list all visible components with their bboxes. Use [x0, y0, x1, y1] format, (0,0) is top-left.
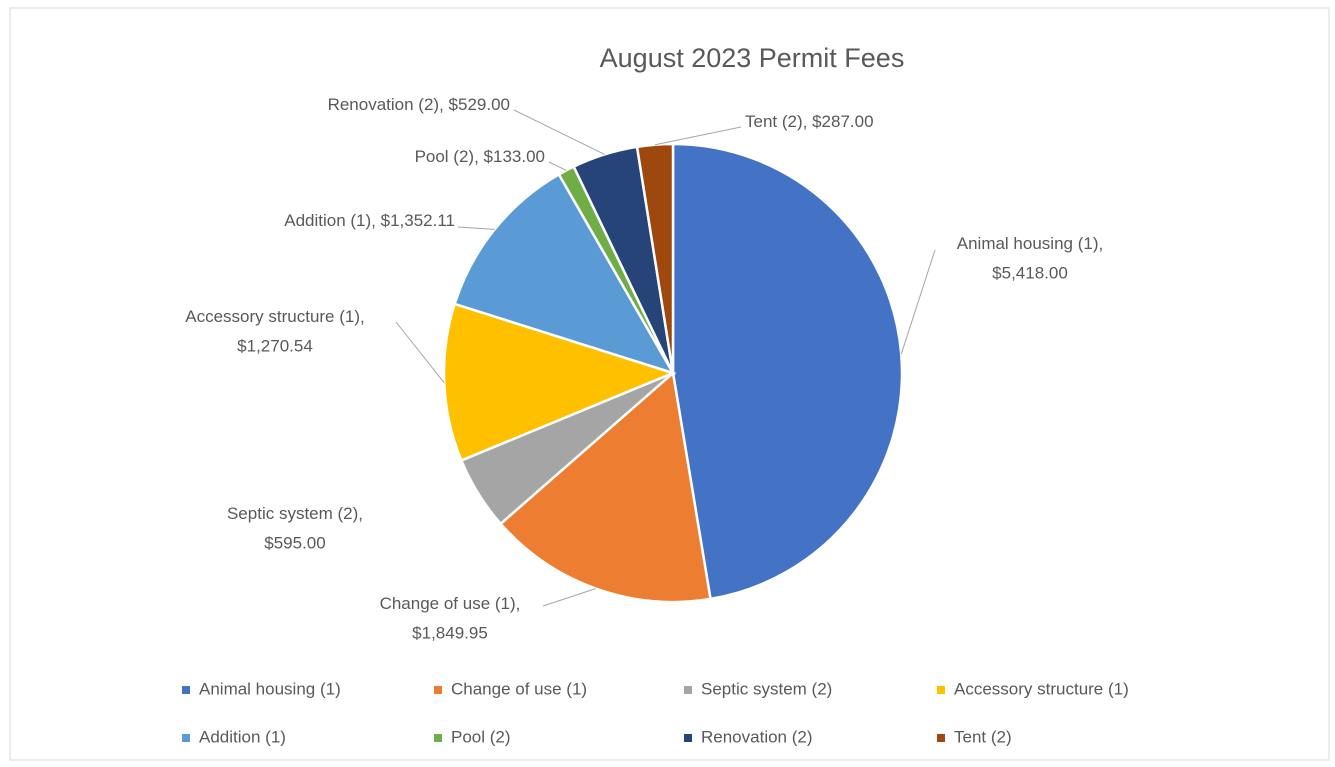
data-label-value: $1,352.11 — [381, 211, 455, 230]
legend-label: Septic system (2) — [701, 679, 832, 698]
data-label-category: Change of use (1) — [380, 594, 516, 613]
data-label-value: $5,418.00 — [992, 263, 1068, 282]
data-label-value: $1,849.95 — [412, 623, 488, 642]
legend-label: Accessory structure (1) — [954, 679, 1129, 698]
data-label: Animal housing (1), — [957, 234, 1103, 253]
legend-label: Renovation (2) — [701, 727, 813, 746]
leader-line — [900, 249, 936, 355]
data-label: Accessory structure (1), — [185, 307, 365, 326]
data-label-value: $529.00 — [449, 95, 510, 114]
leader-line — [654, 126, 742, 146]
legend-label: Change of use (1) — [451, 679, 587, 698]
data-label-value: $1,270.54 — [237, 336, 313, 355]
legend-label: Tent (2) — [954, 727, 1012, 746]
legend-label: Animal housing (1) — [199, 679, 341, 698]
legend-swatch — [684, 686, 692, 694]
data-label: Change of use (1), — [380, 594, 521, 613]
legend-label: Pool (2) — [451, 727, 511, 746]
leader-line — [542, 588, 596, 607]
legend-swatch — [684, 734, 692, 742]
legend-swatch — [434, 734, 442, 742]
data-label-category: Septic system (2) — [227, 504, 358, 523]
pie-slice — [442, 302, 677, 463]
leader-line — [457, 226, 495, 230]
pie-slice — [635, 142, 675, 374]
legend-swatch — [434, 686, 442, 694]
legend-swatch — [182, 686, 190, 694]
pie — [442, 142, 904, 604]
legend-label: Addition (1) — [199, 727, 286, 746]
data-label: Addition (1), $1,352.11 — [284, 211, 455, 230]
data-label-value: $287.00 — [812, 112, 873, 131]
data-label: Renovation (2), $529.00 — [328, 95, 510, 114]
legend-swatch — [937, 686, 945, 694]
data-label-category: Animal housing (1) — [957, 234, 1099, 253]
data-label-value: $595.00 — [264, 533, 325, 552]
data-label: Pool (2), $133.00 — [415, 147, 545, 166]
data-label-category: Accessory structure (1) — [185, 307, 360, 326]
legend-swatch — [937, 734, 945, 742]
data-label-category: Renovation (2) — [328, 95, 440, 114]
data-label: Tent (2), $287.00 — [745, 112, 874, 131]
data-label: Septic system (2), — [227, 504, 363, 523]
chart-title: August 2023 Permit Fees — [600, 43, 905, 73]
leader-line — [513, 109, 605, 155]
data-label-category: Tent (2) — [745, 112, 803, 131]
data-label-value: $133.00 — [484, 147, 545, 166]
pie-slice — [671, 142, 904, 601]
data-label-category: Pool (2) — [415, 147, 475, 166]
leader-line — [395, 321, 445, 384]
pie-slice — [498, 370, 712, 604]
data-label-category: Addition (1) — [284, 211, 371, 230]
legend-swatch — [182, 734, 190, 742]
leader-line — [548, 161, 567, 171]
leader-lines — [395, 109, 936, 607]
